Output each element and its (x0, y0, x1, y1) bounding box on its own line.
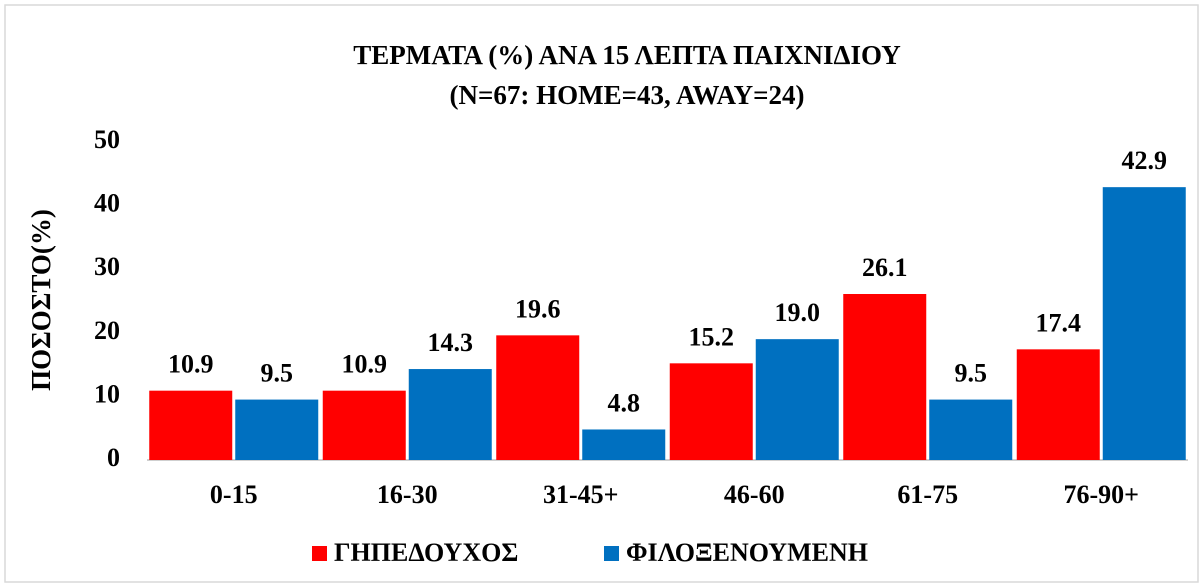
bar (322, 390, 406, 460)
value-label: 42.9 (1122, 146, 1168, 175)
x-tick-label: 0-15 (210, 480, 258, 509)
legend-label: ΓΗΠΕΔΟΥΧΟΣ (334, 538, 518, 567)
chart-title: ΤΕΡΜΑΤΑ (%) ΑΝΑ 15 ΛΕΠΤΑ ΠΑΙΧΝΙΔΙΟΥ (353, 40, 901, 70)
bar (149, 390, 233, 460)
value-label: 10.9 (342, 350, 388, 379)
value-label: 15.2 (689, 322, 735, 351)
value-label: 17.4 (1036, 308, 1082, 337)
y-axis-title: ΠΟΣΟΣΤΟ(%) (26, 209, 56, 391)
bar (235, 399, 319, 460)
value-label: 9.5 (261, 359, 294, 388)
x-tick-label: 61-75 (897, 480, 958, 509)
bar (755, 339, 839, 460)
legend-swatch (312, 546, 327, 561)
y-tick-label: 20 (94, 316, 120, 345)
value-label: 14.3 (428, 328, 474, 357)
value-label: 26.1 (862, 253, 908, 282)
legend-label: ΦΙΛΟΞΕΝΟΥΜΕΝΗ (626, 538, 868, 567)
y-tick-label: 40 (94, 189, 120, 218)
bar (582, 429, 666, 460)
value-label: 10.9 (168, 350, 214, 379)
value-label: 9.5 (955, 359, 988, 388)
y-tick-label: 0 (107, 443, 120, 472)
value-label: 19.6 (515, 294, 561, 323)
bar (1016, 349, 1100, 460)
legend-swatch (604, 546, 619, 561)
bar (496, 335, 580, 460)
bar (843, 294, 927, 460)
bar (669, 363, 753, 460)
chart-border (4, 4, 1199, 583)
x-tick-label: 46-60 (724, 480, 785, 509)
value-label: 19.0 (775, 298, 821, 327)
bar (929, 399, 1013, 460)
y-tick-label: 10 (94, 379, 120, 408)
value-label: 4.8 (608, 388, 641, 417)
x-tick-label: 76-90+ (1064, 480, 1139, 509)
bar (408, 369, 492, 460)
y-tick-label: 30 (94, 252, 120, 281)
bar (1102, 187, 1186, 460)
chart-subtitle: (N=67: HOME=43, AWAY=24) (450, 80, 805, 110)
x-tick-label: 31-45+ (543, 480, 618, 509)
x-tick-label: 16-30 (377, 480, 438, 509)
y-tick-label: 50 (94, 125, 120, 154)
